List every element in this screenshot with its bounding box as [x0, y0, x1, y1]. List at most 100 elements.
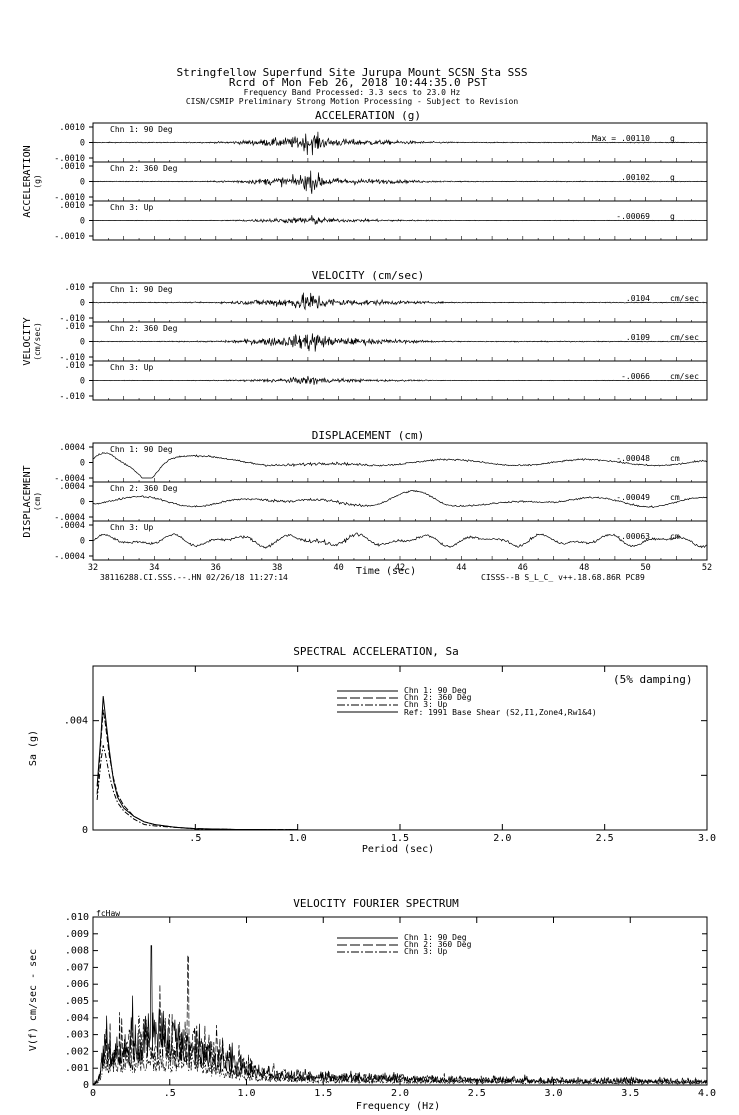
vf-ytick-label: .010 [65, 912, 89, 923]
disp-max-unit: cm [670, 532, 680, 541]
vf-legend-chn2: Chn 2: 360 Deg [404, 940, 472, 949]
time-xtick-label: 38 [272, 563, 282, 573]
vf-xtick-label: .5 [164, 1088, 176, 1099]
acc-strip-chn1: .0010 0 -.0010 Chn 1: 90 Deg Max = .00110 g [54, 122, 708, 164]
sa-y-axis-label: Sa (g) [28, 730, 39, 766]
disp-channel-label: Chn 3: Up [110, 523, 154, 532]
acc-ytick-label: -.0010 [54, 154, 85, 164]
vf-xtick-label: 2.5 [468, 1088, 486, 1099]
disp-ytick-label: 0 [80, 459, 85, 469]
acc-ytick-label: -.0010 [54, 232, 85, 242]
time-xtick-label: 34 [149, 563, 159, 573]
vel-ytick-label: .010 [65, 322, 85, 332]
sa-xtick-label: 1.5 [391, 833, 409, 844]
disp-waveform-chn3 [92, 532, 708, 549]
disp-strip-chn1: .0004 0 -.0004 Chn 1: 90 Deg -.00048 cm [54, 442, 708, 484]
vf-xtick-label: 3.5 [621, 1088, 639, 1099]
vel-ytick-label: -.010 [59, 353, 85, 363]
vf-legend: Chn 1: 90 Deg Chn 2: 360 Deg Chn 3: Up [337, 933, 472, 956]
sa-xtick-label: 2.0 [493, 833, 511, 844]
sa-axis-ticks: .5 1.0 1.5 2.0 2.5 3.0 0 .004 [64, 666, 716, 844]
sa-legend-chn1: Chn 1: 90 Deg [404, 686, 467, 695]
vf-legend-chn3: Chn 3: Up [404, 947, 448, 956]
acc-ytick-label: 0 [80, 139, 85, 149]
vf-ytick-label: .007 [65, 962, 89, 973]
vel-strip-chn3: .010 0 -.010 Chn 3: Up -.0066 cm/sec [59, 360, 708, 402]
time-history-group-acc: ACCELERATION (g) ACCELERATION (g) .0010 0 -.0… [22, 109, 708, 242]
time-xtick-label: 44 [456, 563, 466, 573]
vel-title: VELOCITY (cm/sec) [312, 269, 425, 282]
acc-waveform-chn2 [93, 170, 708, 194]
vel-y-axis-label: VELOCITY [22, 317, 33, 365]
disp-y-axis-unit: (cm) [33, 492, 42, 511]
vf-ytick-label: 0 [83, 1080, 89, 1091]
sa-series-lines [96, 696, 298, 831]
acc-ytick-label: .0010 [59, 123, 85, 133]
sa-xtick-label: 1.0 [289, 833, 307, 844]
spectral-acceleration-chart: SPECTRAL ACCELERATION, Sa (5% damping) S… [28, 645, 716, 855]
acc-strip-chn2: .0010 0 -.0010 Chn 2: 360 Deg .00102 g [54, 161, 708, 203]
vel-max-unit: cm/sec [670, 372, 699, 381]
record-header: Stringfellow Superfund Site Jurupa Mount… [177, 66, 528, 106]
disp-ytick-label: .0004 [59, 482, 85, 492]
vel-ytick-label: -.010 [59, 314, 85, 324]
vf-ytick-label: .002 [65, 1046, 89, 1057]
vf-x-axis-label: Frequency (Hz) [356, 1101, 440, 1112]
vf-title: VELOCITY FOURIER SPECTRUM [293, 897, 459, 910]
time-xtick-label: 52 [702, 563, 712, 573]
vel-max-value: .0109 [626, 333, 650, 342]
vel-ytick-label: .010 [65, 283, 85, 293]
disp-strip-frame [92, 442, 708, 483]
vf-ytick-label: .008 [65, 946, 89, 957]
vf-ytick-label: .009 [65, 929, 89, 940]
record-footer-left: 38116288.CI.SSS.--.HN 02/26/18 11:27:14 [100, 573, 288, 582]
acc-ytick-label: -.0010 [54, 193, 85, 203]
time-history-group-disp: DISPLACEMENT (cm) DISPLACEMENT (cm) .0004 0 -… [22, 429, 712, 582]
vf-xtick-label: 2.0 [391, 1088, 409, 1099]
time-xtick-label: 40 [333, 563, 343, 573]
vel-strip-chn2: .010 0 -.010 Chn 2: 360 Deg .0109 cm/sec [59, 321, 708, 363]
disp-max-unit: cm [670, 454, 680, 463]
sa-xtick-label: 3.0 [698, 833, 716, 844]
time-history-group-vel: VELOCITY (cm/sec) VELOCITY (cm/sec) .010 0 -.… [22, 269, 708, 402]
disp-strip-chn2: .0004 0 -.0004 Chn 2: 360 Deg -.00049 cm [54, 481, 708, 523]
sa-ytick-label: 0 [82, 825, 88, 836]
acc-channel-label: Chn 1: 90 Deg [110, 125, 173, 134]
vf-xtick-label: 4.0 [698, 1088, 716, 1099]
sa-legend-chn3: Chn 3: Up [404, 700, 448, 709]
acc-max-value: .00102 [621, 173, 650, 182]
acc-y-axis-label: ACCELERATION [22, 145, 33, 217]
disp-ytick-label: 0 [80, 498, 85, 508]
time-xtick-label: 42 [395, 563, 405, 573]
header-band-line: Frequency Band Processed: 3.3 secs to 23… [244, 88, 461, 97]
time-history-groups: ACCELERATION (g) ACCELERATION (g) .0010 0 -.0… [22, 109, 712, 582]
vel-max-value: .0104 [626, 294, 650, 303]
vf-xtick-label: 3.0 [544, 1088, 562, 1099]
vel-channel-label: Chn 1: 90 Deg [110, 285, 173, 294]
disp-max-value: -.00048 [616, 454, 650, 463]
acc-channel-label: Chn 3: Up [110, 203, 154, 212]
disp-max-unit: cm [670, 493, 680, 502]
vf-y-axis-label: V(f) cm/sec - sec [28, 949, 39, 1051]
disp-waveform-chn2 [92, 490, 708, 508]
vel-channel-label: Chn 2: 360 Deg [110, 324, 178, 333]
acc-max-unit: g [670, 173, 675, 182]
vf-plot-frame [92, 916, 708, 1086]
vel-ytick-label: 0 [80, 299, 85, 309]
disp-ytick-label: -.0004 [54, 513, 85, 523]
acc-title: ACCELERATION (g) [315, 109, 421, 122]
time-xtick-label: 36 [211, 563, 221, 573]
disp-y-axis-label: DISPLACEMENT [22, 465, 33, 537]
disp-strip-frame [92, 481, 708, 522]
sa-x-axis-label: Period (sec) [362, 844, 434, 855]
sa-series-chn3 [96, 745, 298, 831]
disp-waveform-chn1 [92, 452, 708, 479]
vel-max-value: -.0066 [621, 372, 650, 381]
record-footer-right: CISSS--B S_L_C_ v++.18.68.86R PC89 [481, 573, 645, 582]
sa-title: SPECTRAL ACCELERATION, Sa [293, 645, 459, 658]
sa-ytick-label: .004 [64, 716, 88, 727]
velocity-fourier-spectrum-chart: VELOCITY FOURIER SPECTRUM fcHaw V(f) cm/… [28, 897, 716, 1112]
vf-ytick-label: .001 [65, 1063, 89, 1074]
disp-max-value: -.00049 [616, 493, 650, 502]
